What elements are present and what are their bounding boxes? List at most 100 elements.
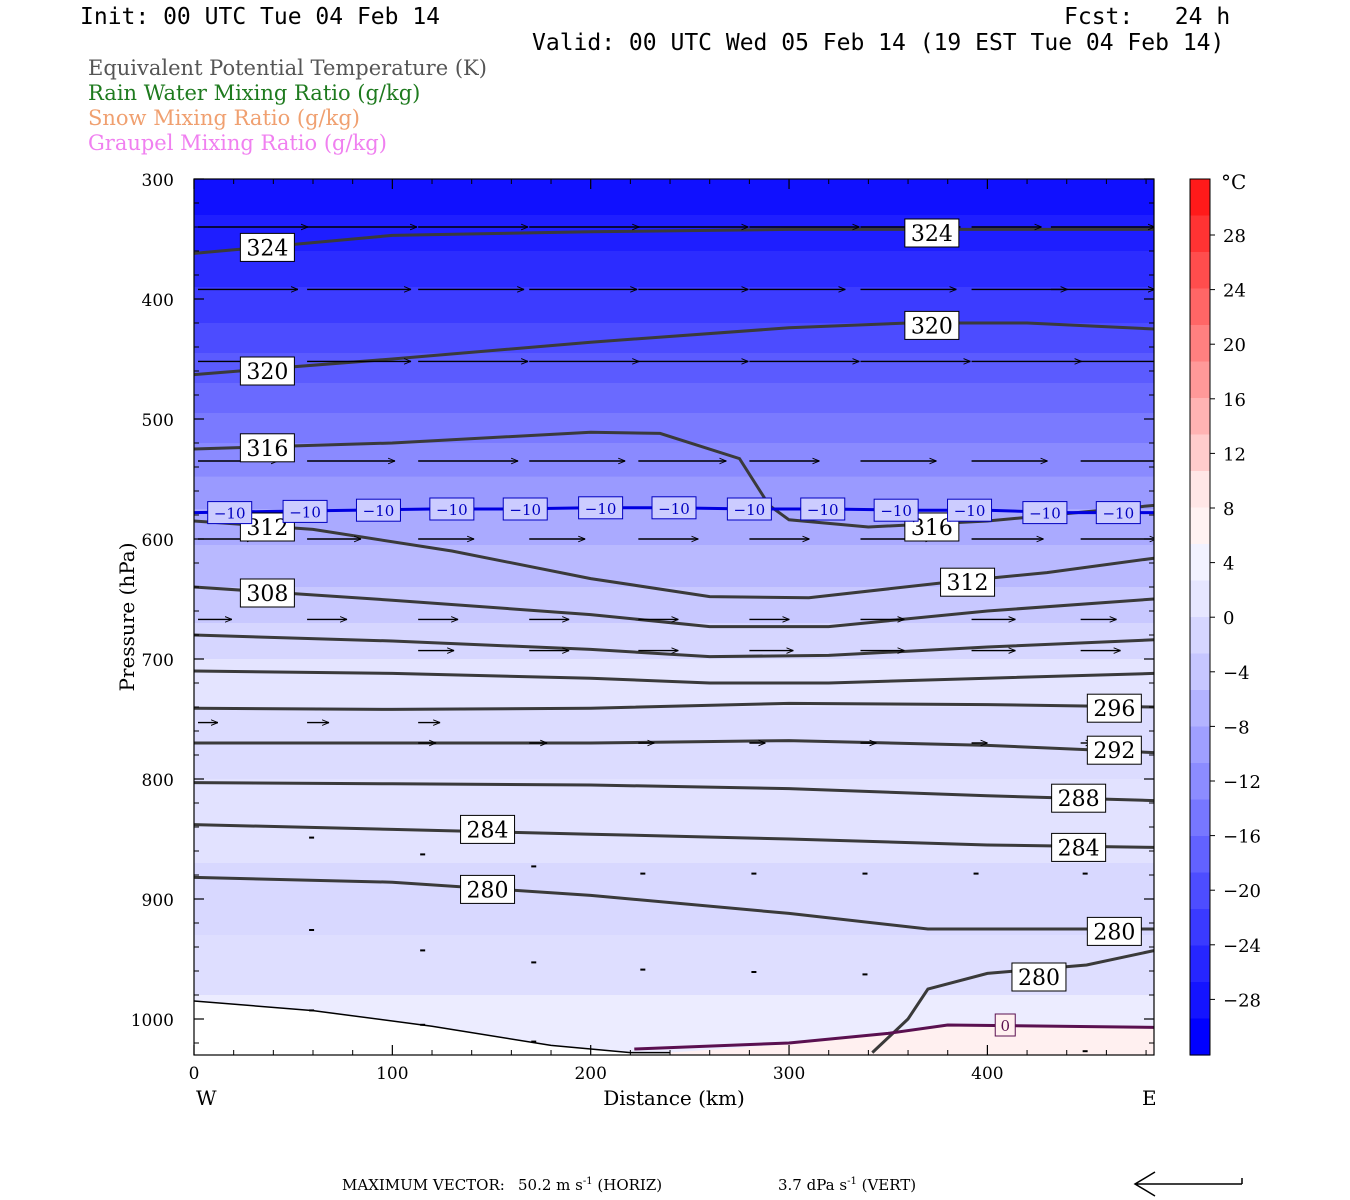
temp-band bbox=[194, 659, 1154, 708]
colorbar-tick-label: 12 bbox=[1223, 444, 1246, 465]
x-axis-label: Distance (km) bbox=[603, 1086, 745, 1110]
isotherm-label-text: −10 bbox=[509, 501, 541, 519]
horiz-unit: (HORIZ) bbox=[597, 1176, 663, 1194]
colorbar-segment bbox=[1190, 361, 1210, 399]
theta-e-label-box bbox=[1086, 916, 1142, 946]
temperature-fill bbox=[194, 179, 1154, 1055]
theta-e-label-text: 284 bbox=[467, 818, 509, 843]
colorbar-tick-label: −12 bbox=[1223, 772, 1261, 793]
theta-e-label-text: 324 bbox=[911, 222, 953, 247]
y-tick-label: 500 bbox=[142, 411, 174, 431]
terrain-line bbox=[194, 1000, 670, 1054]
isotherm-label-box bbox=[651, 496, 697, 520]
isotherm-label: −10 bbox=[651, 496, 697, 520]
colorbar-segment bbox=[1190, 544, 1210, 582]
theta-e-label-box bbox=[239, 232, 295, 262]
theta-e-label-box bbox=[460, 814, 516, 844]
isotherm-label: −10 bbox=[1022, 501, 1068, 525]
colorbar-segment bbox=[1190, 836, 1210, 874]
theta-e-label-box bbox=[1051, 832, 1107, 862]
max-vector-horiz: 50.2 m s-1 (HORIZ) bbox=[518, 1176, 662, 1194]
isotherm-label-box bbox=[800, 497, 846, 521]
colorbar-segment bbox=[1190, 325, 1210, 363]
isotherm-label: −10 bbox=[726, 497, 772, 521]
y-tick-label: 600 bbox=[142, 531, 174, 551]
theta-e-label-box bbox=[940, 567, 996, 597]
x-right-label: E bbox=[1142, 1086, 1157, 1110]
wind-dot bbox=[1082, 872, 1088, 875]
init-time: Init: 00 UTC Tue 04 Feb 14 bbox=[80, 4, 441, 30]
isotherm-label-text: −10 bbox=[954, 502, 986, 520]
theta-e-label-box bbox=[239, 578, 295, 608]
isotherm-label-box bbox=[873, 498, 919, 522]
theta-e-contour bbox=[194, 585, 1154, 629]
colorbar-segment bbox=[1190, 690, 1210, 728]
terrain bbox=[194, 1000, 671, 1055]
axes: 300 400 500 600 700 800 900 1000 0 100 200 300 400 bbox=[131, 171, 1154, 1084]
legend-theta-e: Equivalent Potential Temperature (K) bbox=[88, 56, 487, 80]
temp-band bbox=[194, 383, 1154, 414]
colorbar-tick-label: −4 bbox=[1223, 663, 1250, 684]
wind-dot bbox=[862, 872, 868, 875]
wind-dot bbox=[420, 1023, 426, 1026]
horiz-exp: -1 bbox=[582, 1176, 593, 1187]
colorbar-tick-label: 20 bbox=[1223, 335, 1246, 356]
theta-e-label-text: 312 bbox=[947, 571, 989, 596]
temp-band bbox=[194, 863, 1154, 936]
colorbar-segment bbox=[1190, 398, 1210, 436]
x-tick-label: 100 bbox=[376, 1064, 408, 1084]
colorbar-tick-label: 28 bbox=[1223, 226, 1246, 247]
isotherm-label: −10 bbox=[207, 501, 253, 525]
theta-e-label-text: 308 bbox=[246, 582, 288, 607]
colorbar-segment bbox=[1190, 982, 1210, 1020]
colorbar-segment bbox=[1190, 179, 1210, 217]
theta-e-label: 312 bbox=[940, 567, 996, 597]
y-tick-label: 800 bbox=[142, 771, 174, 791]
isotherm-label-box bbox=[207, 501, 253, 525]
temp-band bbox=[194, 779, 1154, 864]
isotherm-label-box bbox=[282, 499, 328, 523]
colorbar-segment bbox=[1190, 252, 1210, 290]
theta-e-label-text: 296 bbox=[1093, 697, 1135, 722]
colorbar-segment bbox=[1190, 471, 1210, 509]
theta-e-label-box bbox=[460, 874, 516, 904]
wind-dot bbox=[1082, 1050, 1088, 1053]
legend-rain-water: Rain Water Mixing Ratio (g/kg) bbox=[88, 81, 421, 105]
temp-band bbox=[194, 215, 1154, 252]
theta-e-contour bbox=[194, 633, 1154, 659]
isotherm-label-text: −10 bbox=[1029, 505, 1061, 523]
isotherm-label-text: −10 bbox=[436, 501, 468, 519]
y-tick-label: 400 bbox=[142, 291, 174, 311]
above-freezing-area bbox=[634, 1026, 1154, 1055]
colorbar-tick-label: 16 bbox=[1223, 390, 1246, 411]
theta-e-label: 312 bbox=[239, 512, 295, 542]
theta-e-label-text: 324 bbox=[246, 236, 288, 261]
theta-e-label: 284 bbox=[1051, 832, 1107, 862]
colorbar-segment bbox=[1190, 288, 1210, 326]
wind-dot bbox=[531, 961, 537, 964]
theta-e-label-box bbox=[904, 310, 960, 340]
isotherm-label: −10 bbox=[1095, 501, 1141, 525]
wind-dot bbox=[420, 853, 426, 856]
colorbar-segment bbox=[1190, 215, 1210, 253]
theta-e-label: 296 bbox=[1086, 693, 1142, 723]
isotherm-label: −10 bbox=[355, 498, 401, 522]
isotherm-label: −10 bbox=[282, 499, 328, 523]
colorbar-segment bbox=[1190, 617, 1210, 655]
theta-e-label: 284 bbox=[460, 814, 516, 844]
colorbar-segment bbox=[1190, 872, 1210, 910]
temp-band bbox=[194, 323, 1154, 354]
x-left-label: W bbox=[196, 1086, 217, 1110]
isotherm-label: −10 bbox=[800, 497, 846, 521]
theta-e-label: 292 bbox=[1086, 735, 1142, 765]
max-vector-label: MAXIMUM VECTOR: bbox=[342, 1176, 505, 1194]
isotherm-label-text: −10 bbox=[585, 500, 617, 518]
isotherm-zero-label-text: 0 bbox=[1000, 1017, 1010, 1035]
theta-e-label-box bbox=[904, 218, 960, 248]
colorbar-tick-label: −16 bbox=[1223, 827, 1261, 848]
colorbar-segment bbox=[1190, 799, 1210, 837]
y-tick-label: 700 bbox=[142, 651, 174, 671]
isotherm-label: −10 bbox=[578, 496, 624, 520]
theta-e-label-text: 288 bbox=[1058, 787, 1100, 812]
